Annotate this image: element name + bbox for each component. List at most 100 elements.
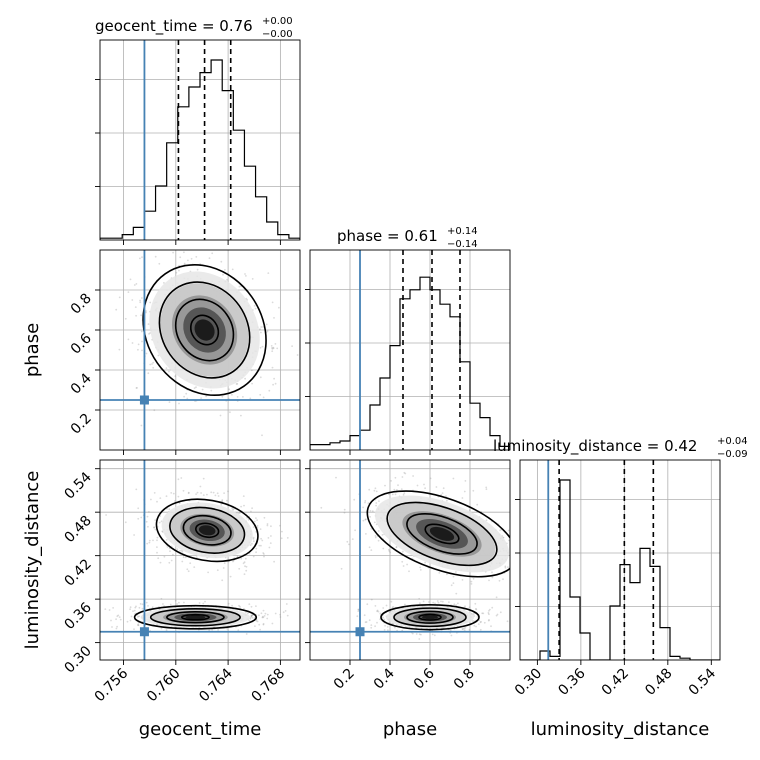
scatter-point: [404, 603, 406, 606]
scatter-point: [206, 493, 208, 496]
scatter-point: [374, 625, 376, 628]
scatter-point: [472, 613, 475, 616]
scatter-point: [137, 517, 140, 520]
scatter-point: [232, 508, 235, 510]
scatter-point: [153, 492, 156, 494]
scatter-point: [464, 627, 467, 629]
scatter-point: [367, 502, 370, 505]
scatter-point: [250, 369, 253, 372]
plot-foreground-layer: 0.2 0.4 0.6 0.8 0.756 0.760 0.764 0.768 0.30 0.36…: [61, 39, 721, 706]
scatter-point: [165, 629, 168, 632]
scatter-point: [511, 547, 513, 549]
scatter-point: [402, 565, 405, 567]
title-geocent-time-minus: −0.00: [262, 29, 293, 40]
scatter-point: [463, 627, 465, 630]
scatter-point: [140, 424, 143, 427]
scatter-point: [152, 366, 155, 369]
scatter-point: [452, 575, 455, 578]
scatter-point: [418, 597, 421, 600]
scatter-point: [131, 342, 134, 344]
scatter-point: [179, 256, 182, 259]
scatter-point: [453, 603, 456, 606]
scatter-point: [148, 333, 150, 335]
scatter-point: [259, 628, 261, 631]
scatter-point: [129, 606, 132, 609]
scatter-point: [231, 393, 233, 396]
scatter-point: [255, 605, 257, 607]
scatter-point: [480, 620, 482, 623]
scatter-point: [381, 534, 384, 536]
scatter-point: [461, 628, 464, 630]
title-geocent-time-eq: =: [197, 17, 219, 35]
scatter-point: [135, 387, 138, 389]
scatter-point: [126, 620, 129, 623]
x-tick-label-geocent_time: 0.768: [249, 666, 289, 706]
scatter-point: [183, 262, 186, 265]
scatter-point: [249, 617, 252, 620]
scatter-point: [110, 619, 112, 622]
scatter-point: [145, 520, 148, 523]
scatter-point: [356, 615, 359, 618]
panel-phase-geocent_time-frame: [99, 249, 301, 451]
scatter-point: [448, 601, 450, 603]
scatter-point: [544, 547, 546, 549]
scatter-point: [544, 565, 546, 567]
scatter-point: [201, 388, 204, 391]
scatter-point: [506, 620, 509, 623]
y-tick-label-luminosity_distance: 0.48: [61, 513, 94, 546]
scatter-point: [146, 515, 149, 518]
scatter-point: [170, 559, 173, 562]
scatter-point: [525, 562, 527, 564]
scatter-point: [442, 487, 445, 490]
scatter-point: [461, 579, 464, 581]
scatter-point: [276, 347, 279, 350]
contour-line: [195, 522, 220, 539]
scatter-point: [220, 260, 223, 263]
contour-line: [142, 263, 267, 396]
scatter-point: [139, 603, 142, 605]
scatter-point: [162, 603, 164, 605]
scatter-point: [495, 596, 498, 599]
scatter-point: [521, 570, 523, 572]
scatter-point: [420, 633, 422, 636]
scatter-point: [259, 376, 262, 379]
contour-line: [189, 314, 220, 346]
scatter-point: [207, 571, 210, 574]
title-phase-name: phase: [337, 227, 382, 245]
title-luminosity-distance-name: luminosity_distance: [493, 437, 642, 456]
scatter-point: [476, 503, 479, 506]
scatter-point: [374, 535, 377, 537]
scatter-point: [252, 536, 255, 539]
scatter-point: [260, 537, 262, 540]
scatter-point: [119, 618, 122, 621]
scatter-point: [151, 363, 153, 365]
x-tick-label-geocent_time: 0.760: [144, 666, 184, 706]
scatter-point: [243, 573, 246, 576]
density-level: [429, 526, 455, 541]
scatter-point: [174, 375, 177, 378]
scatter-point: [216, 492, 219, 495]
scatter-point: [266, 523, 269, 525]
scatter-point: [271, 301, 274, 304]
scatter-point: [375, 504, 377, 507]
truth-marker: [139, 395, 149, 405]
scatter-point: [485, 519, 488, 522]
scatter-point: [200, 492, 203, 494]
scatter-point: [382, 607, 385, 609]
scatter-point: [387, 493, 390, 496]
scatter-point: [388, 550, 391, 553]
scatter-point: [252, 526, 255, 528]
scatter-point: [281, 530, 283, 533]
scatter-point: [343, 511, 346, 514]
x-tick-label-luminosity_distance: 0.36: [555, 665, 588, 698]
scatter-point: [251, 507, 254, 510]
scatter-point: [507, 529, 510, 532]
scatter-point: [138, 615, 141, 618]
scatter-point: [256, 524, 259, 527]
scatter-point: [227, 602, 230, 605]
scatter-point: [255, 551, 257, 554]
scatter-point: [364, 501, 366, 504]
title-luminosity-distance: luminosity_distance = 0.42: [493, 437, 697, 456]
scatter-point: [186, 397, 189, 400]
scatter-point: [97, 624, 99, 626]
